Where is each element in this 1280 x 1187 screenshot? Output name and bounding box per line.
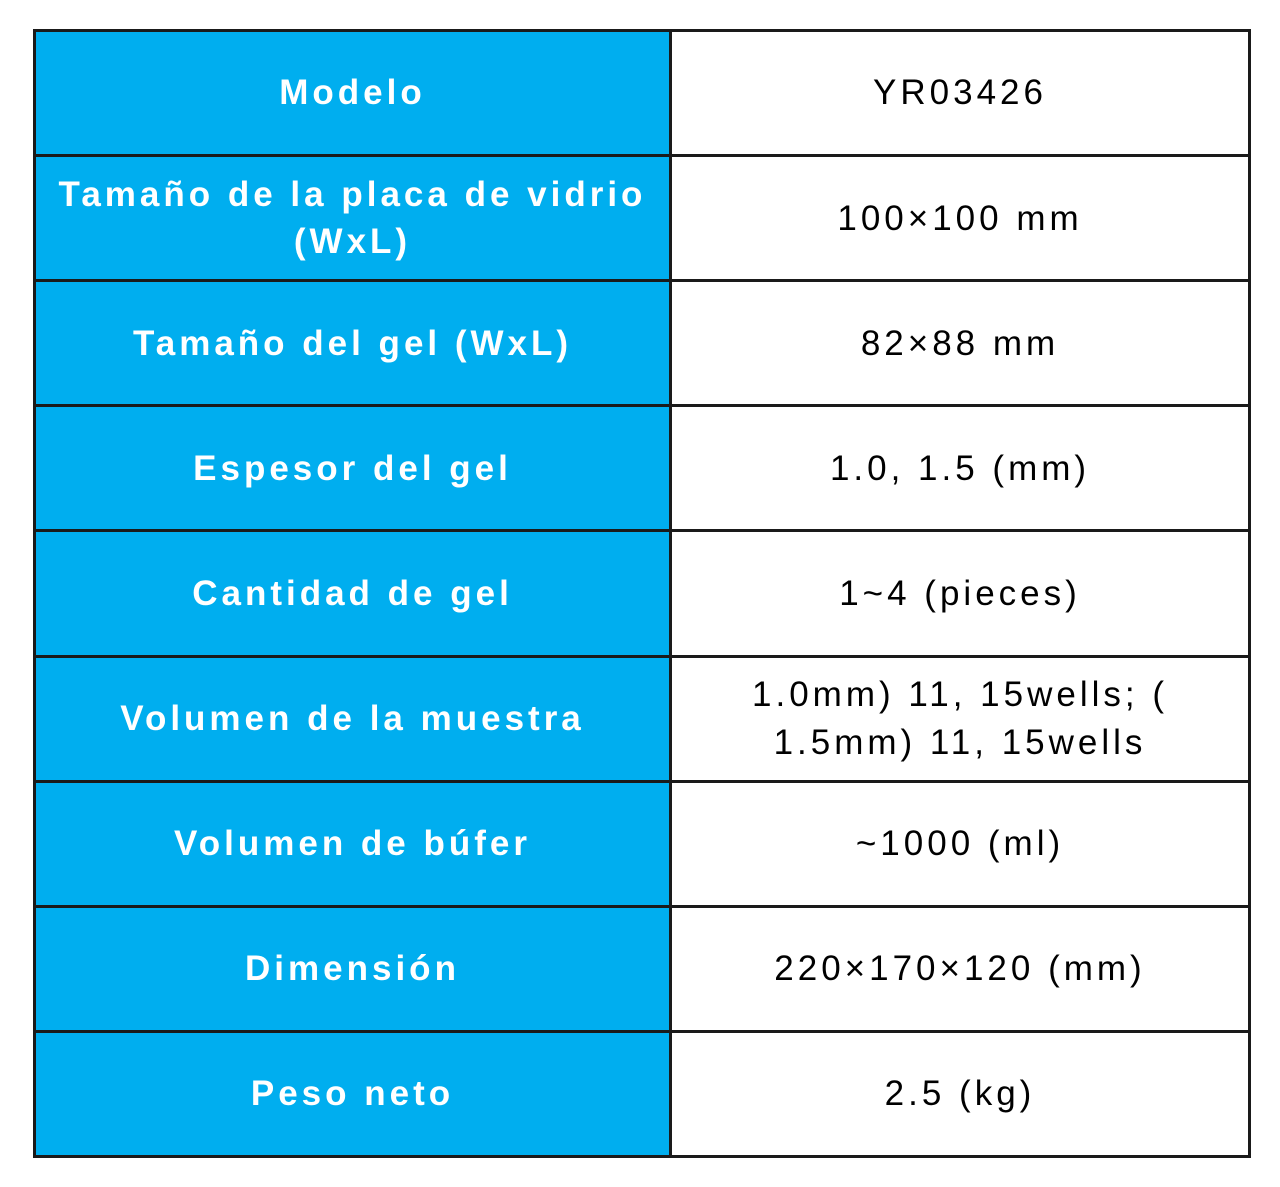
- table-row-buffer-volume: Volumen de búfer ~1000 (ml): [36, 779, 1248, 905]
- table-row-modelo: Modelo YR03426: [36, 32, 1248, 155]
- spec-label-cell: Volumen de la muestra: [36, 657, 672, 780]
- spec-value-cell: 1.0mm) 11, 15wells; ( 1.5mm) 11, 15wells: [672, 657, 1248, 780]
- table-row-glass-plate-size: Tamaño de la placa de vidrio (WxL) 100×1…: [36, 154, 1248, 280]
- spec-label-cell: Tamaño de la placa de vidrio (WxL): [36, 157, 672, 280]
- spec-label-cell: Modelo: [36, 32, 672, 155]
- spec-value-cell: 100×100 mm: [672, 157, 1248, 280]
- spec-label-cell: Cantidad de gel: [36, 532, 672, 655]
- spec-value-cell: ~1000 (ml): [672, 782, 1248, 905]
- specification-table: Modelo YR03426 Tamaño de la placa de vid…: [33, 29, 1251, 1158]
- spec-value-cell: 220×170×120 (mm): [672, 907, 1248, 1030]
- spec-value-cell: 82×88 mm: [672, 282, 1248, 405]
- table-row-dimension: Dimensión 220×170×120 (mm): [36, 904, 1248, 1030]
- spec-label-cell: Dimensión: [36, 907, 672, 1030]
- spec-value-cell: 1.0, 1.5 (mm): [672, 407, 1248, 530]
- table-row-sample-volume: Volumen de la muestra 1.0mm) 11, 15wells…: [36, 654, 1248, 780]
- spec-value-cell: 2.5 (kg): [672, 1032, 1248, 1155]
- spec-label-cell: Tamaño del gel (WxL): [36, 282, 672, 405]
- table-row-gel-thickness: Espesor del gel 1.0, 1.5 (mm): [36, 404, 1248, 530]
- table-row-net-weight: Peso neto 2.5 (kg): [36, 1029, 1248, 1155]
- spec-label-cell: Espesor del gel: [36, 407, 672, 530]
- table-row-gel-quantity: Cantidad de gel 1~4 (pieces): [36, 529, 1248, 655]
- spec-label-cell: Peso neto: [36, 1032, 672, 1155]
- spec-value-cell: 1~4 (pieces): [672, 532, 1248, 655]
- table-row-gel-size: Tamaño del gel (WxL) 82×88 mm: [36, 279, 1248, 405]
- spec-value-cell: YR03426: [672, 32, 1248, 155]
- spec-label-cell: Volumen de búfer: [36, 782, 672, 905]
